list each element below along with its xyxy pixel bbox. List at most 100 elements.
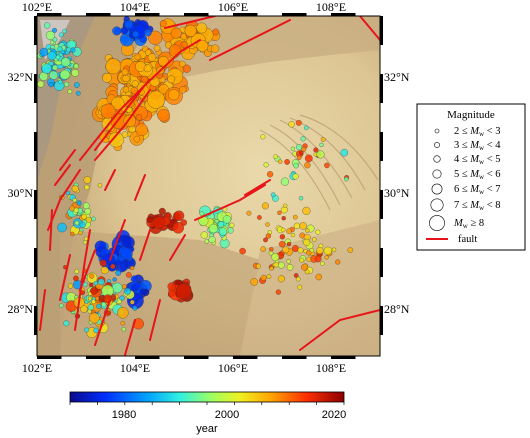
earthquake-marker	[61, 57, 71, 67]
earthquake-marker	[302, 206, 311, 215]
legend-item-7-8: 7 ≤ Mw < 8	[430, 198, 501, 212]
earthquake-marker	[132, 305, 138, 311]
earthquake-marker	[261, 202, 269, 210]
earthquake-marker	[281, 216, 286, 221]
earthquake-marker	[125, 272, 132, 278]
earthquake-marker	[108, 132, 124, 148]
earthquake-marker	[93, 281, 98, 286]
earthquake-marker	[158, 56, 169, 67]
earthquake-marker	[81, 214, 87, 220]
year-colorbar: 1980 2000 2020 year	[69, 391, 346, 435]
earthquake-marker	[89, 282, 94, 288]
earthquake-marker	[227, 227, 234, 234]
earthquake-marker	[73, 275, 79, 282]
earthquake-marker	[135, 61, 146, 72]
earthquake-marker	[292, 173, 299, 180]
earthquake-marker	[229, 222, 235, 228]
frame-tick	[380, 74, 383, 103]
fault-line	[134, 174, 146, 201]
earthquake-marker	[182, 64, 191, 73]
earthquake-marker	[340, 148, 349, 157]
earthquake-marker	[273, 154, 278, 159]
fault-line	[299, 309, 380, 351]
legend-fault-label: fault	[458, 234, 477, 245]
earthquake-marker	[316, 247, 324, 255]
earthquake-marker	[298, 196, 304, 201]
earthquake-marker	[319, 142, 324, 148]
earthquake-marker	[320, 261, 325, 266]
earthquake-marker	[315, 229, 321, 235]
earthquake-marker	[257, 215, 262, 220]
fault-line	[169, 234, 186, 261]
map-frame-ticks	[34, 13, 383, 359]
earthquake-marker	[91, 299, 96, 305]
earthquake-marker	[52, 64, 58, 71]
earthquake-marker	[87, 304, 94, 311]
earthquake-marker	[312, 237, 317, 242]
earthquake-marker	[88, 312, 100, 324]
earthquake-marker	[94, 296, 100, 301]
earthquake-marker	[297, 247, 304, 254]
earthquake-marker	[304, 162, 311, 169]
earthquake-marker	[76, 201, 82, 206]
colorbar-gradient	[69, 391, 345, 403]
earthquake-marker	[260, 274, 267, 281]
earthquake-marker	[57, 222, 67, 233]
frame-tick	[34, 306, 37, 335]
earthquake-marker	[121, 327, 126, 332]
earthquake-marker	[175, 283, 192, 300]
earthquake-marker	[168, 44, 182, 57]
earthquake-marker	[239, 247, 246, 255]
earthquake-marker	[286, 259, 291, 264]
earthquake-marker	[87, 296, 93, 301]
earthquake-marker	[73, 63, 79, 69]
earthquake-marker	[62, 28, 67, 34]
earthquake-marker	[172, 222, 184, 234]
earthquake-marker	[270, 192, 276, 198]
earthquake-marker	[288, 121, 295, 128]
earthquake-marker	[72, 198, 77, 203]
x-label-top-102: 102°E	[22, 0, 52, 14]
earthquake-marker	[67, 89, 73, 94]
y-label-right-32: 32°N	[384, 70, 410, 84]
earthquake-marker	[84, 327, 90, 333]
x-label-top-108: 108°E	[316, 0, 346, 14]
legend-lo: 2	[454, 126, 459, 137]
earthquake-marker	[173, 210, 185, 221]
frame-tick	[233, 13, 258, 16]
earthquake-marker	[179, 60, 186, 68]
earthquake-marker	[45, 30, 55, 40]
earthquake-marker	[170, 27, 182, 39]
frame-tick	[37, 13, 62, 16]
colorbar-ticks	[69, 402, 345, 405]
earthquake-marker	[58, 79, 63, 85]
earthquake-marker	[210, 44, 220, 53]
earthquake-marker	[295, 119, 302, 126]
frame-tick	[34, 190, 37, 219]
earthquake-marker	[324, 162, 330, 169]
earthquake-marker	[217, 221, 225, 228]
earthquake-marker	[120, 247, 133, 260]
frame-tick	[34, 16, 37, 45]
earthquake-marker	[293, 222, 301, 230]
svg-text:7 ≤ Mw < 8: 7 ≤ Mw < 8	[454, 200, 501, 212]
earthquake-marker	[324, 255, 329, 260]
earthquake-marker	[112, 277, 117, 282]
earthquake-marker	[66, 47, 71, 53]
earthquake-marker	[71, 69, 79, 77]
fault-line	[124, 319, 136, 356]
earthquake-marker	[63, 81, 70, 88]
earthquake-marker	[301, 146, 307, 152]
fault-line	[59, 254, 71, 301]
legend-lo: 7	[454, 200, 459, 211]
x-label-104: 104°E	[120, 361, 150, 375]
legend-circle-icon	[432, 169, 442, 179]
fault-line	[109, 219, 126, 261]
earthquake-marker	[41, 63, 52, 74]
earthquake-marker	[292, 214, 298, 220]
earthquake-marker	[74, 269, 80, 274]
earthquake-marker	[58, 32, 64, 38]
frame-tick	[282, 356, 307, 359]
earthquake-marker	[100, 266, 109, 275]
earthquake-marker	[110, 263, 116, 269]
